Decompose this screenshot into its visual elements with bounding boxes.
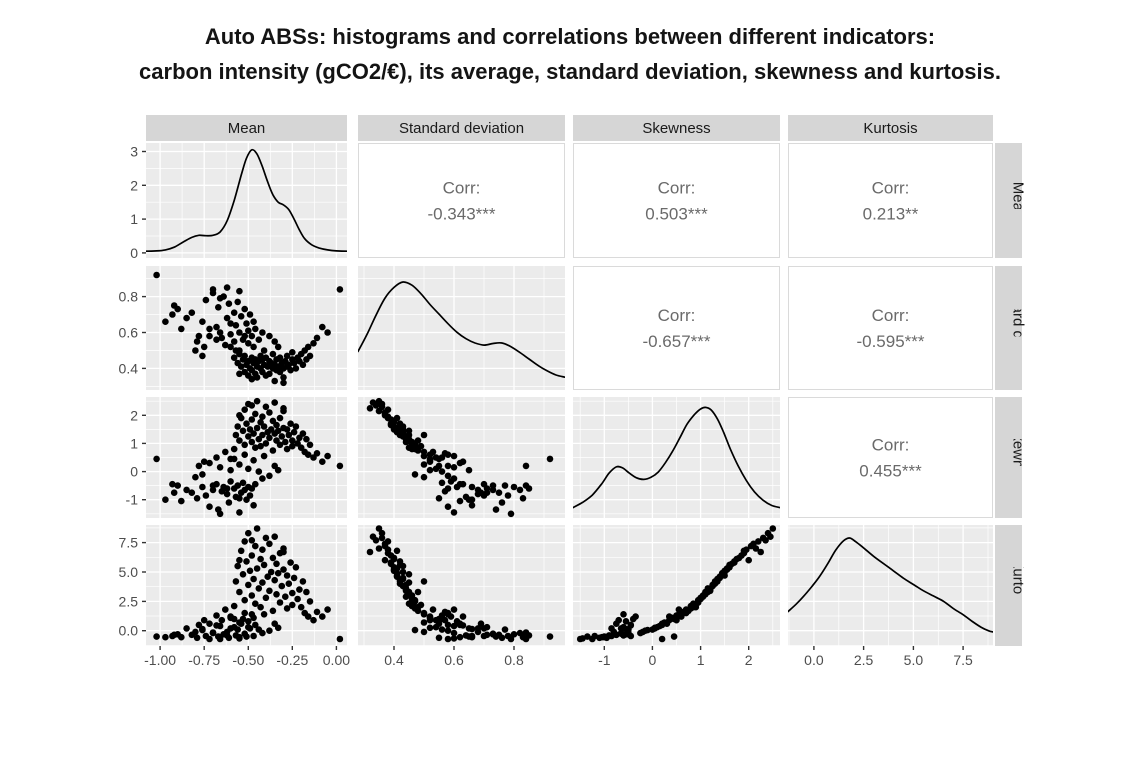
panel-sd-kurt: Corr: -0.595*** bbox=[788, 266, 993, 390]
strip-top-label-sd: Standard deviation bbox=[399, 120, 524, 137]
x-tick-label: 0.4 bbox=[384, 652, 404, 668]
strip-top-label-kurt: Kurtosis bbox=[863, 120, 917, 137]
strip-right-sd: Standard deviation bbox=[995, 265, 1027, 390]
y-tick-label: 2.5 bbox=[119, 593, 139, 609]
y-tick-label: 1 bbox=[130, 435, 138, 451]
y-tick-label: 0.6 bbox=[119, 325, 139, 341]
x-tick-label: 0.8 bbox=[504, 652, 524, 668]
panel-skew-kurt: Corr: 0.455*** bbox=[788, 397, 993, 518]
corr-label-sd-kurt: Corr: bbox=[872, 306, 910, 325]
grid bbox=[146, 143, 347, 258]
x-tick-label: -0.75 bbox=[188, 652, 220, 668]
scatter-points-sd-vs-mean bbox=[153, 271, 344, 387]
x-tick-label: -0.50 bbox=[232, 652, 264, 668]
y-tick-label: 0.4 bbox=[119, 360, 139, 376]
strip-top-label-mean: Mean bbox=[228, 120, 266, 137]
y-tick-label: 0.8 bbox=[119, 289, 139, 305]
scatter-points-skew-vs-mean bbox=[153, 397, 344, 518]
strip-right-mean: Mean bbox=[995, 143, 1027, 258]
strip-top-kurt: Kurtosis bbox=[788, 115, 993, 141]
corr-value-sd-kurt: -0.595*** bbox=[856, 332, 924, 351]
x-tick-label: -0.25 bbox=[276, 652, 308, 668]
panel-mean-kurt: Corr: 0.213** bbox=[788, 143, 993, 258]
x-tick-label: 2 bbox=[745, 652, 753, 668]
x-tick-label: -1 bbox=[598, 652, 611, 668]
panel-kurt-skew bbox=[573, 525, 780, 646]
density-curve-sd bbox=[358, 281, 565, 379]
strip-top-sd: Standard deviation bbox=[358, 115, 565, 141]
panel-skew-skew bbox=[573, 397, 780, 518]
corr-label-mean-skew: Corr: bbox=[658, 179, 696, 198]
y-tick-label: 3 bbox=[130, 144, 138, 160]
strip-right-label-skew: Skewness bbox=[1010, 423, 1027, 491]
strip-top-mean: Mean bbox=[146, 115, 347, 141]
grid bbox=[573, 525, 780, 646]
x-tick-label: 0.6 bbox=[444, 652, 464, 668]
x-tick-label: 0.0 bbox=[804, 652, 824, 668]
panel-sd-mean bbox=[146, 266, 347, 390]
grid bbox=[788, 525, 993, 646]
density-curve-skew bbox=[573, 406, 780, 509]
strip-top-label-skew: Skewness bbox=[642, 120, 710, 137]
strip-right-label-sd: Standard deviation bbox=[1010, 265, 1027, 390]
strip-right-label-mean: Mean bbox=[1010, 182, 1027, 220]
panel-sd-skew: Corr: -0.657*** bbox=[573, 266, 780, 390]
x-tick-label: 5.0 bbox=[904, 652, 924, 668]
y-tick-label: 0 bbox=[130, 245, 138, 261]
corr-value-mean-sd: -0.343*** bbox=[427, 205, 495, 224]
figure-title: Auto ABSs: histograms and correlations b… bbox=[0, 19, 1140, 89]
figure-title-line1: Auto ABSs: histograms and correlations b… bbox=[204, 24, 936, 49]
figure-title-line2: carbon intensity (gCO2/€), its average, … bbox=[139, 59, 1001, 84]
y-tick-label: 0 bbox=[130, 464, 138, 480]
x-tick-label: 7.5 bbox=[953, 652, 973, 668]
corr-value-skew-kurt: 0.455*** bbox=[859, 462, 922, 481]
panel-kurt-kurt bbox=[788, 525, 993, 646]
density-curve-kurt bbox=[788, 537, 993, 633]
panel-sd-sd bbox=[358, 266, 565, 390]
panel-mean-sd: Corr: -0.343*** bbox=[358, 143, 565, 258]
panel-kurt-mean bbox=[146, 525, 347, 646]
scatter-points-kurt-vs-skew bbox=[576, 525, 777, 643]
strip-right-kurt: Kurtosis bbox=[995, 525, 1027, 646]
x-tick-label: 2.5 bbox=[854, 652, 874, 668]
grid bbox=[573, 397, 780, 518]
panel-skew-sd bbox=[358, 397, 565, 518]
y-tick-label: 1 bbox=[130, 211, 138, 227]
y-tick-label: -1 bbox=[126, 492, 139, 508]
corr-value-mean-skew: 0.503*** bbox=[645, 205, 708, 224]
y-tick-label: 2 bbox=[130, 407, 138, 423]
panel-kurt-sd bbox=[358, 525, 565, 646]
y-tick-label: 5.0 bbox=[119, 564, 139, 580]
grid bbox=[358, 266, 565, 390]
scatter-points-skew-vs-sd bbox=[366, 397, 554, 518]
axis-labels: 0 1 2 3 0.4 0.6 0.8 -1 0 1 2 0.0 2.5 5.0 7.5 -1.00 -0.75… bbox=[119, 144, 974, 669]
corr-label-skew-kurt: Corr: bbox=[872, 436, 910, 455]
panel-mean-skew: Corr: 0.503*** bbox=[573, 143, 780, 258]
x-tick-label: -1.00 bbox=[144, 652, 176, 668]
corr-label-mean-kurt: Corr: bbox=[872, 179, 910, 198]
panel-skew-mean bbox=[146, 397, 347, 518]
x-tick-label: 0.00 bbox=[323, 652, 350, 668]
density-curve-mean bbox=[146, 148, 347, 253]
y-tick-label: 0.0 bbox=[119, 623, 139, 639]
strip-right-skew: Skewness bbox=[995, 397, 1027, 518]
y-tick-label: 2 bbox=[130, 177, 138, 193]
corr-label-mean-sd: Corr: bbox=[443, 179, 481, 198]
y-tick-label: 7.5 bbox=[119, 535, 139, 551]
corr-value-sd-skew: -0.657*** bbox=[642, 332, 710, 351]
strip-right-label-kurt: Kurtosis bbox=[1010, 558, 1027, 612]
panel-mean-mean bbox=[146, 143, 347, 258]
strip-top-skew: Skewness bbox=[573, 115, 780, 141]
corr-value-mean-kurt: 0.213** bbox=[863, 205, 919, 224]
corr-label-sd-skew: Corr: bbox=[658, 306, 696, 325]
x-tick-label: 0 bbox=[649, 652, 657, 668]
scatter-points-kurt-vs-mean bbox=[153, 525, 344, 643]
scatter-points-kurt-vs-sd bbox=[366, 525, 554, 643]
x-tick-label: 1 bbox=[697, 652, 705, 668]
